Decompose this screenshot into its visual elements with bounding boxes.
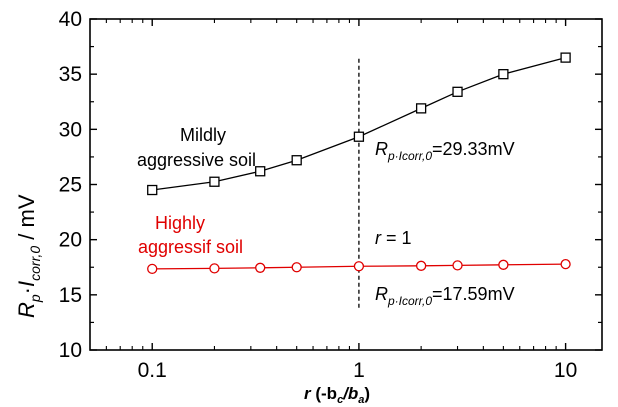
annotation-mild-var: R [375,139,388,159]
x-axis-title-var: r [304,384,312,403]
data-point-0 [255,166,266,177]
data-point-1 [147,263,158,275]
data-point-0 [415,103,427,114]
axis-ticks [90,18,602,351]
y-axis-title-dot: · [14,287,39,294]
data-point-1 [452,260,463,271]
y-tick-label: 15 [59,284,82,307]
y-axis-title-sub1: p [27,294,43,303]
x-axis-title-suffix: ) [364,384,370,403]
x-axis-title-sub2: a [358,394,364,406]
x-axis-title-mid: /b [342,384,358,403]
axis-tick-labels: 10 15 20 25 30 35 40 0.1 1 10 [59,8,578,382]
reference-line-label-rest: = 1 [381,228,412,248]
x-axis-title-sub1: c [337,394,343,406]
data-point-1 [209,263,220,274]
data-point-0 [291,155,302,166]
y-tick-label: 40 [59,8,82,31]
reference-line-label-var: r [375,228,382,248]
series-label-high-line1: Highly [155,213,205,233]
annotation-mild-value: Rp·Icorr,0=29.33mV [375,139,515,163]
data-point-1 [353,261,365,272]
series-label-mild-line1: Mildly [180,125,226,145]
y-axis-title: Rp·Icorr,0 / mV [14,194,43,318]
y-axis-title-var1: R [14,302,39,318]
data-point-1 [498,259,509,270]
x-axis-title-prefix: (-b [311,384,337,403]
x-tick-label: 0.1 [138,359,167,382]
data-point-0 [452,86,463,97]
annotation-high-sub: p·Icorr,0 [387,294,432,308]
annotation-high-text: =17.59mV [432,284,515,304]
data-point-0 [147,184,158,196]
series-label-high-line2: aggressif soil [138,237,243,257]
data-point-1 [560,259,571,270]
y-axis-title-var2: I [14,281,39,287]
annotation-mild-text: =29.33mV [432,139,515,159]
y-tick-label: 35 [59,63,82,86]
annotation-high-var: R [375,284,388,304]
y-tick-label: 10 [59,339,82,362]
annotation-mild-sub: p·Icorr,0 [387,149,432,163]
data-point-1 [291,262,302,273]
series-label-mild-line2: aggressive soil [137,150,256,170]
x-tick-label: 10 [554,359,577,382]
x-tick-label: 1 [353,359,365,382]
annotation-high-value: Rp·Icorr,0=17.59mV [375,284,515,308]
x-axis-title: r (-bc/ba) [304,384,370,406]
y-tick-label: 25 [59,174,82,197]
data-point-1 [415,260,427,271]
data-series [147,52,571,275]
data-point-0 [560,52,571,63]
y-tick-label: 30 [59,118,82,141]
data-point-0 [209,176,220,187]
data-point-0 [353,131,365,142]
reference-line-label: r = 1 [375,228,412,248]
y-axis-title-sub2: corr,0 [27,246,43,281]
y-tick-label: 20 [59,229,82,252]
data-point-1 [255,262,266,273]
data-point-0 [498,69,509,80]
y-axis-title-suffix: / mV [14,194,39,246]
